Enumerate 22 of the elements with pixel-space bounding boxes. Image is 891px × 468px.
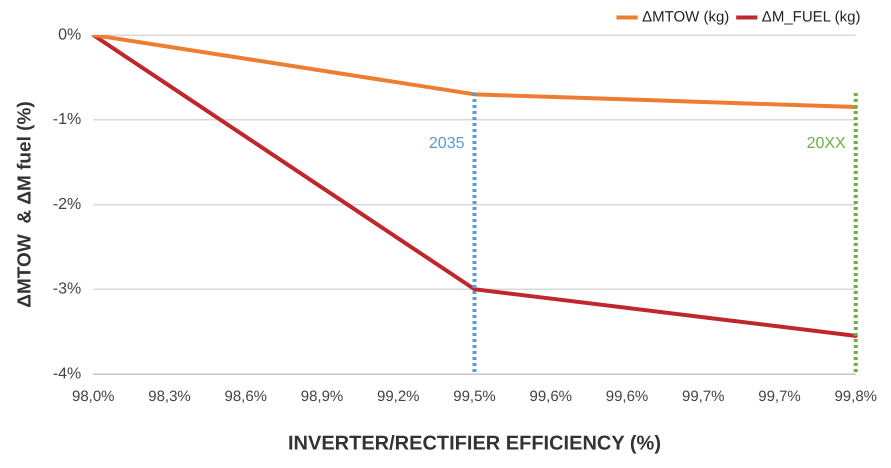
legend-label: ΔM_FUEL (kg)	[762, 8, 860, 26]
y-axis-title: ΔMTOW & ΔM fuel (%)	[14, 101, 36, 308]
ref-line-label: 2035	[428, 134, 465, 152]
x-tick-label: 99,5%	[453, 388, 496, 406]
x-axis-title: INVERTER/RECTIFIER EFFICIENCY (%)	[288, 432, 661, 455]
x-tick-label: 99,2%	[376, 388, 420, 406]
x-tick-label: 99,7%	[682, 388, 725, 406]
x-tick-label: 99,6%	[529, 388, 572, 406]
x-tick-label: 99,8%	[834, 388, 878, 406]
y-tick-label: -3%	[52, 280, 82, 298]
x-tick-label: 98,6%	[224, 388, 268, 406]
x-tick-label: 99,7%	[758, 388, 801, 406]
x-tick-label: 98,9%	[300, 388, 344, 406]
x-tick-label: 98,0%	[72, 388, 115, 406]
legend-label: ΔMTOW (kg)	[642, 8, 730, 26]
y-tick-label: -1%	[52, 111, 82, 128]
x-tick-label: 98,3%	[148, 388, 191, 406]
y-tick-label: 0%	[58, 26, 82, 44]
x-tick-label: 99,6%	[606, 388, 648, 406]
y-tick-label: -4%	[52, 365, 82, 382]
y-tick-label: -2%	[52, 196, 82, 213]
ref-line-label: 20XX	[806, 134, 846, 152]
